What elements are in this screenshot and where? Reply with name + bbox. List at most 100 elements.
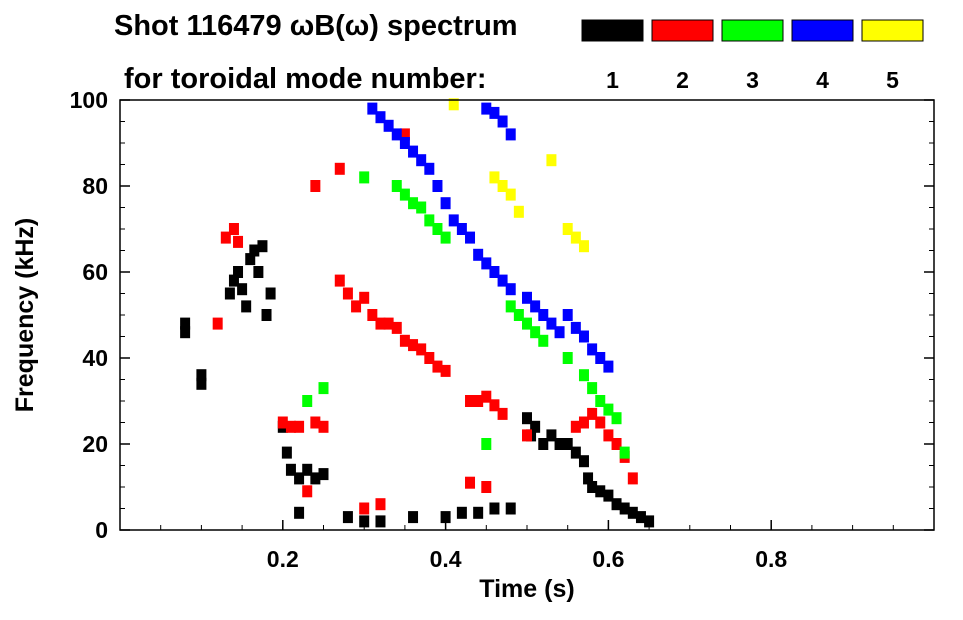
mode-4-point — [578, 330, 589, 343]
mode-2-point — [391, 321, 402, 334]
mode-4-point — [505, 283, 516, 296]
mode-2-point — [310, 180, 321, 192]
mode-2-point — [481, 481, 492, 493]
y-tick-label: 20 — [82, 431, 108, 457]
mode-1-point — [538, 438, 549, 450]
mode-2-point — [473, 395, 484, 407]
mode-2-point — [497, 407, 508, 420]
y-axis-label: Frequency (kHz) — [11, 218, 39, 412]
mode-5-point — [562, 223, 573, 235]
mode-1-point — [375, 515, 386, 528]
mode-1-point — [265, 287, 276, 300]
mode-3-point — [562, 352, 573, 364]
mode-5-point — [513, 205, 524, 218]
axes-ticks: 0.2 0.4 0.6 0.8 0 20 40 60 80 100 — [70, 87, 934, 572]
mode-2-point — [334, 274, 345, 287]
mode-3-point — [481, 438, 492, 450]
mode-4-point — [416, 154, 427, 167]
mode-3-point — [513, 309, 524, 321]
x-tick-label: 0.4 — [430, 546, 462, 572]
mode-2-point — [302, 485, 313, 498]
mode-5-point — [489, 171, 500, 184]
mode-3-point — [302, 395, 313, 407]
legend-swatch-4 — [791, 19, 854, 42]
mode-5-point — [570, 231, 581, 244]
mode-4-point — [481, 102, 492, 115]
mode-1-point — [180, 317, 191, 330]
mode-3-point — [538, 334, 549, 347]
mode-4-point — [367, 102, 378, 115]
chart-title-line2: for toroidal mode number: — [124, 63, 487, 95]
mode-4-point — [530, 300, 541, 313]
mode-4-point — [440, 197, 451, 210]
mode-2-point — [383, 317, 394, 330]
mode-1-point — [294, 506, 305, 519]
mode-2-point — [424, 352, 435, 364]
series-mode-1 — [180, 240, 655, 528]
mode-1-point — [253, 266, 264, 278]
mode-1-point — [245, 253, 256, 266]
mode-1-point — [257, 240, 268, 253]
mode-1-point — [241, 300, 252, 313]
mode-1-point — [587, 481, 598, 493]
mode-2-point — [570, 420, 581, 433]
mode-4-point — [489, 266, 500, 278]
mode-3-point — [416, 201, 427, 214]
mode-1-point — [233, 266, 244, 278]
mode-2-point — [578, 416, 589, 429]
mode-2-point — [522, 429, 532, 442]
mode-2-point — [627, 472, 638, 485]
mode-2-point — [310, 416, 321, 429]
legend-swatch-5 — [861, 19, 924, 42]
mode-3-point — [432, 223, 443, 235]
mode-1-point — [228, 274, 239, 287]
mode-1-point — [249, 244, 260, 257]
y-tick-label: 80 — [82, 173, 108, 199]
mode-1-point — [546, 429, 557, 442]
mode-3-point — [359, 171, 370, 184]
mode-1-point — [583, 472, 594, 485]
y-tick-label: 0 — [95, 517, 108, 543]
mode-1-point — [644, 515, 655, 528]
legend: 1 2 3 4 5 — [581, 19, 924, 93]
mode-4-point — [399, 137, 410, 149]
mode-1-point — [611, 498, 622, 511]
mode-1-point — [196, 369, 207, 382]
mode-2-point — [595, 416, 606, 429]
mode-2-point — [351, 300, 362, 313]
mode-4-point — [473, 248, 484, 261]
mode-1-point — [237, 283, 248, 296]
mode-2-point — [334, 162, 345, 175]
mode-5-point — [578, 240, 589, 253]
mode-4-point — [448, 214, 459, 227]
mode-1-point — [440, 511, 451, 524]
mode-1-point — [473, 506, 484, 519]
mode-2-point — [228, 223, 239, 235]
mode-1-point — [408, 511, 419, 524]
mode-1-point — [530, 420, 541, 433]
mode-4-point — [481, 257, 492, 270]
mode-3-point — [587, 382, 598, 395]
mode-1-point — [603, 489, 614, 502]
legend-swatch-2 — [651, 19, 714, 42]
mode-2-point — [233, 235, 244, 248]
mode-4-point — [408, 145, 419, 158]
mode-2-point — [465, 476, 476, 489]
x-tick-label: 0.8 — [755, 546, 787, 572]
mode-4-point — [522, 291, 532, 304]
mode-2-point — [375, 498, 386, 511]
mode-3-point — [603, 403, 614, 416]
mode-2-point — [277, 416, 288, 429]
mode-1-point — [342, 511, 353, 524]
mode-4-point — [456, 223, 467, 235]
mode-3-point — [318, 382, 329, 395]
mode-1-point — [570, 446, 581, 459]
mode-1-point — [619, 502, 630, 515]
mode-4-point — [603, 360, 614, 373]
mode-2-point — [432, 360, 443, 373]
mode-2-point — [367, 309, 378, 321]
mode-1-point — [261, 309, 272, 321]
plot-data-layer — [180, 98, 655, 528]
mode-4-point — [538, 309, 549, 321]
